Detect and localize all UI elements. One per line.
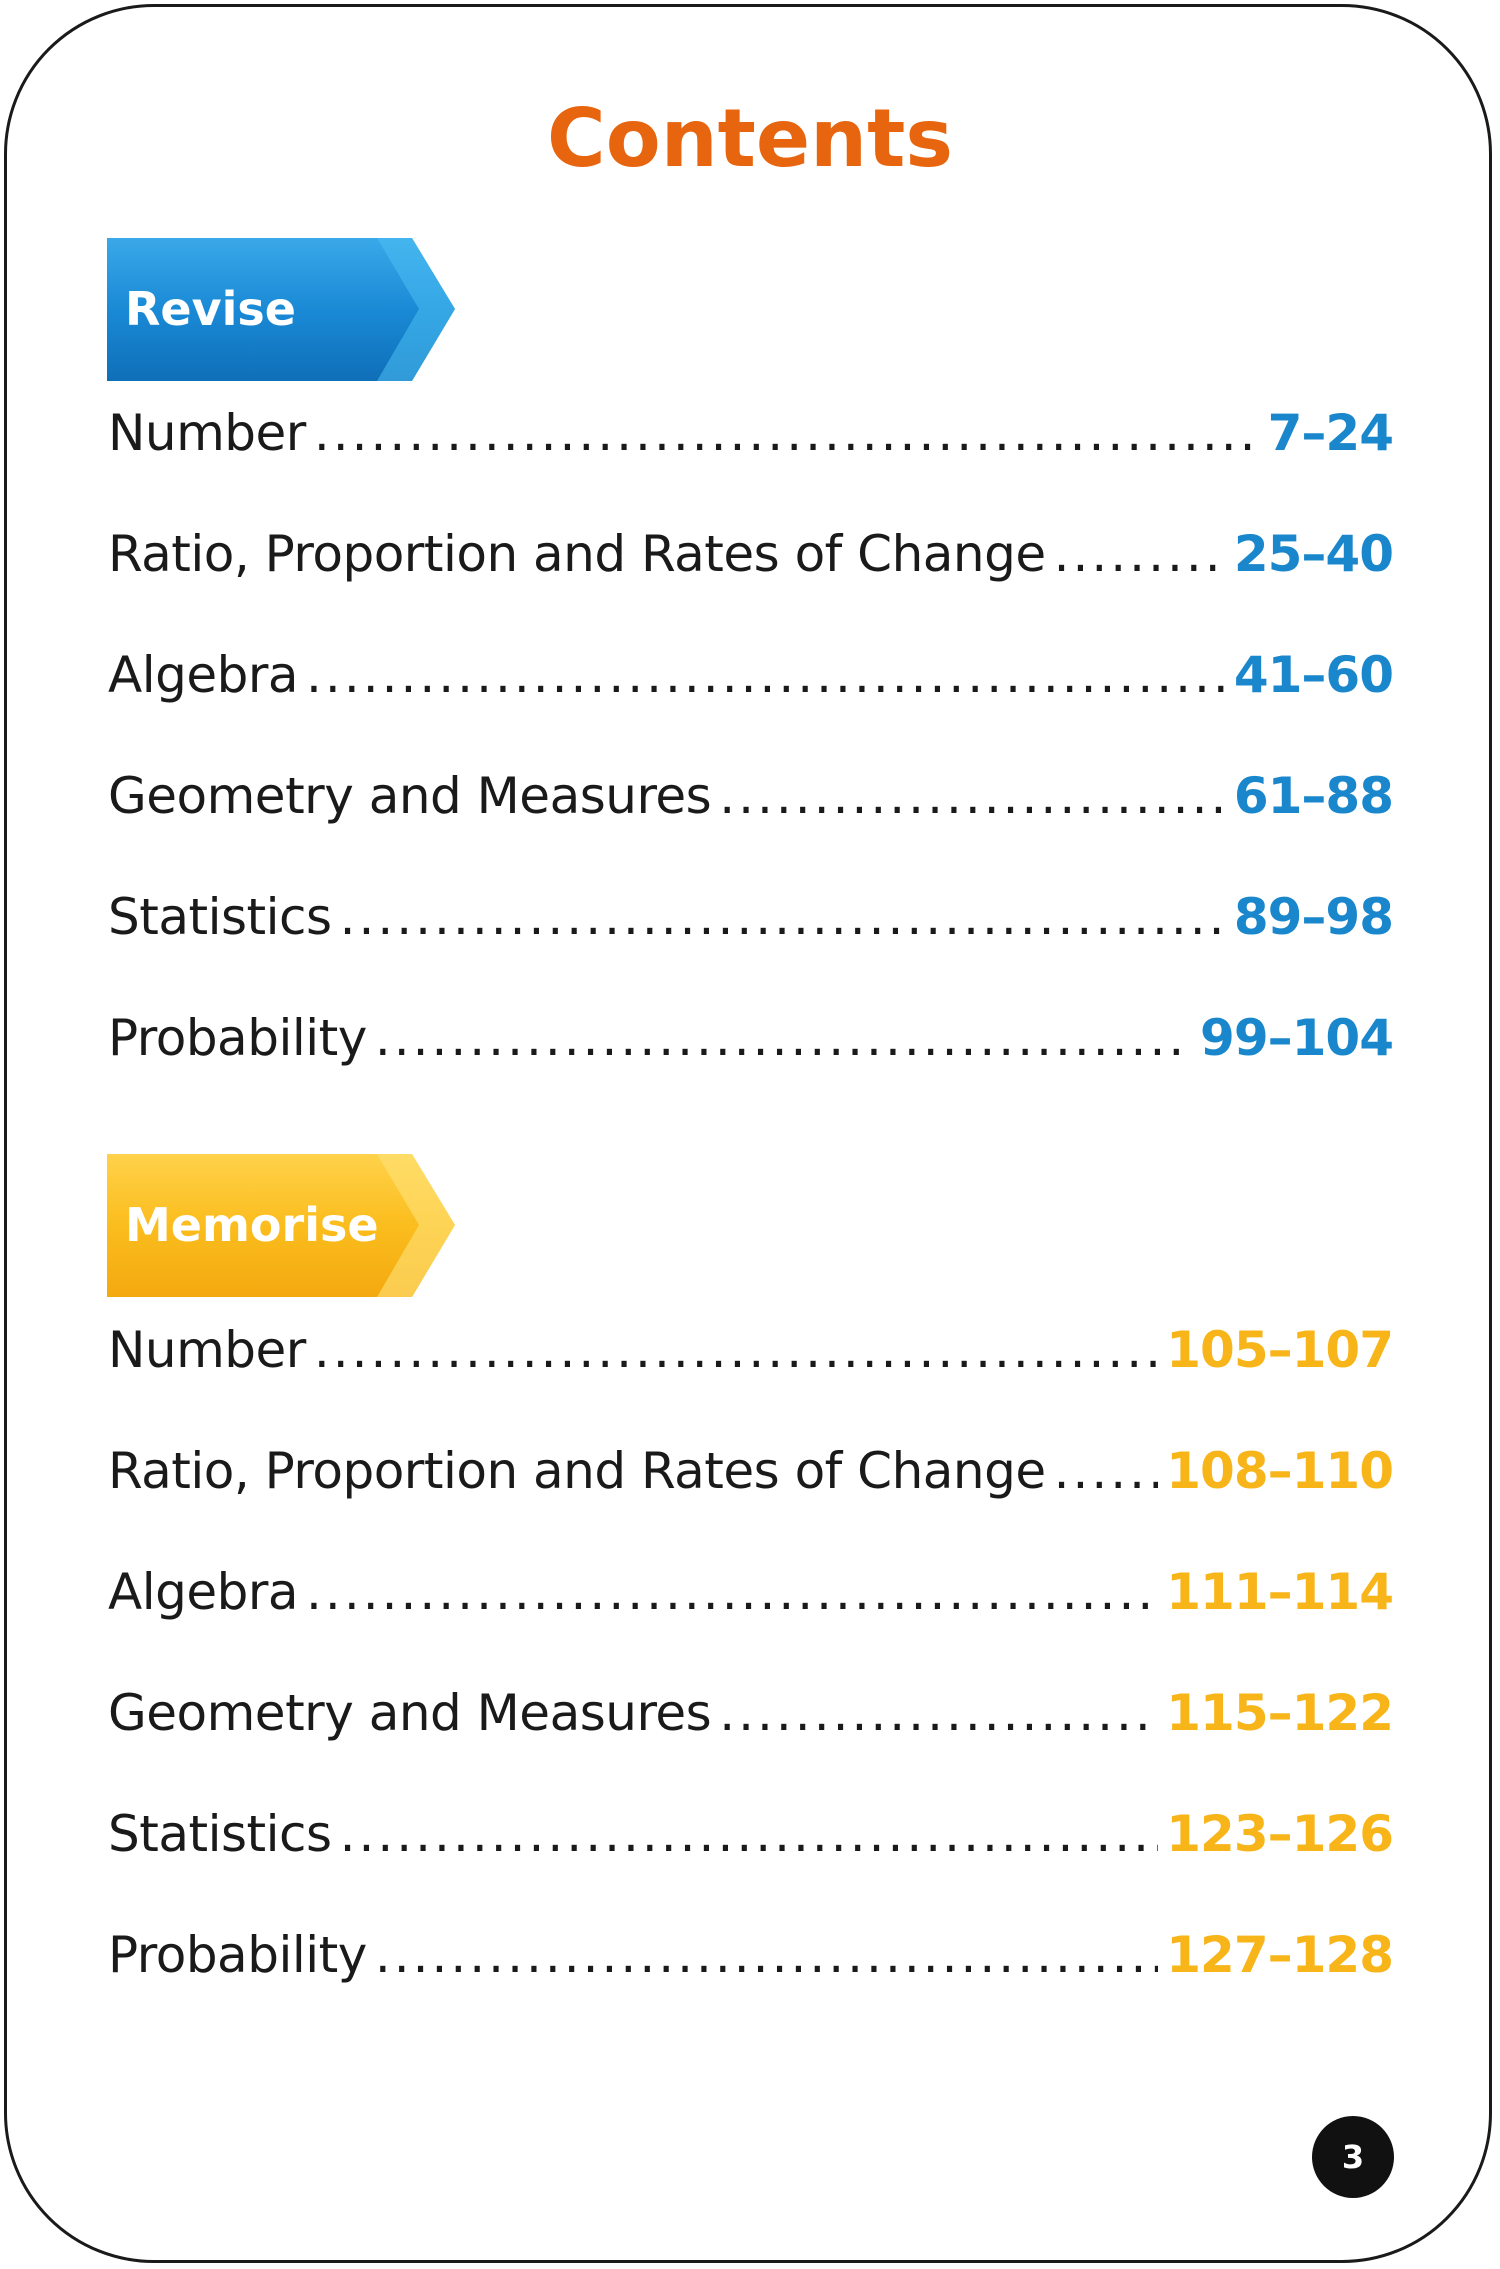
revise-section-banner: Revise [107,238,455,381]
toc-entry[interactable]: Ratio, Proportion and Rates of Change 25… [108,525,1393,605]
dot-leader [340,1805,1159,1863]
toc-entry[interactable]: Probability 127–128 [108,1926,1393,2006]
toc-entry-title: Probability [108,1926,367,1984]
toc-entry[interactable]: Probability 99–104 [108,1009,1393,1089]
dot-leader [1054,1442,1159,1500]
dot-leader [306,1563,1158,1621]
toc-entry-pages: 61–88 [1233,767,1393,825]
dot-leader [306,646,1226,704]
toc-entry-title: Probability [108,1009,367,1067]
toc-entry-title: Number [108,1321,306,1379]
toc-entry-pages: 108–110 [1166,1442,1393,1500]
page-title: Contents [547,92,953,185]
toc-entry-pages: 105–107 [1166,1321,1393,1379]
toc-entry[interactable]: Statistics 123–126 [108,1805,1393,1885]
toc-entry[interactable]: Geometry and Measures 115–122 [108,1684,1393,1764]
toc-entry[interactable]: Number 105–107 [108,1321,1393,1401]
toc-entry[interactable]: Geometry and Measures 61–88 [108,767,1393,847]
toc-entry-pages: 25–40 [1233,525,1393,583]
toc-entry-pages: 111–114 [1166,1563,1393,1621]
dot-leader [719,767,1226,825]
toc-entry-title: Ratio, Proportion and Rates of Change [108,1442,1046,1500]
dot-leader [719,1684,1158,1742]
toc-entry-title: Geometry and Measures [108,767,712,825]
dot-leader [314,1321,1158,1379]
dot-leader [1054,525,1226,583]
toc-entry-pages: 123–126 [1166,1805,1393,1863]
toc-entry-title: Statistics [108,1805,332,1863]
toc-entry-title: Number [108,404,306,462]
toc-entry-title: Algebra [108,1563,299,1621]
toc-entry-title: Ratio, Proportion and Rates of Change [108,525,1046,583]
memorise-arrow-shape [107,1154,455,1297]
dot-leader [375,1926,1158,1984]
toc-entry-pages: 41–60 [1233,646,1393,704]
toc-entry-title: Statistics [108,888,332,946]
toc-entry-title: Algebra [108,646,299,704]
dot-leader [314,404,1260,462]
toc-entry[interactable]: Number 7–24 [108,404,1393,484]
dot-leader [340,888,1226,946]
revise-arrow-shape [107,238,455,381]
toc-entry[interactable]: Statistics 89–98 [108,888,1393,968]
toc-entry[interactable]: Algebra 111–114 [108,1563,1393,1643]
toc-entry-title: Geometry and Measures [108,1684,712,1742]
page-number-badge: 3 [1312,2116,1394,2198]
toc-entry[interactable]: Ratio, Proportion and Rates of Change 10… [108,1442,1393,1522]
toc-entry[interactable]: Algebra 41–60 [108,646,1393,726]
memorise-section-label: Memorise [125,1198,379,1252]
toc-entry-pages: 99–104 [1200,1009,1393,1067]
memorise-section-banner: Memorise [107,1154,455,1297]
toc-entry-pages: 7–24 [1267,404,1393,462]
toc-entry-pages: 89–98 [1233,888,1393,946]
toc-entry-pages: 127–128 [1166,1926,1393,1984]
revise-section-label: Revise [125,282,296,336]
toc-entry-pages: 115–122 [1166,1684,1393,1742]
dot-leader [375,1009,1192,1067]
